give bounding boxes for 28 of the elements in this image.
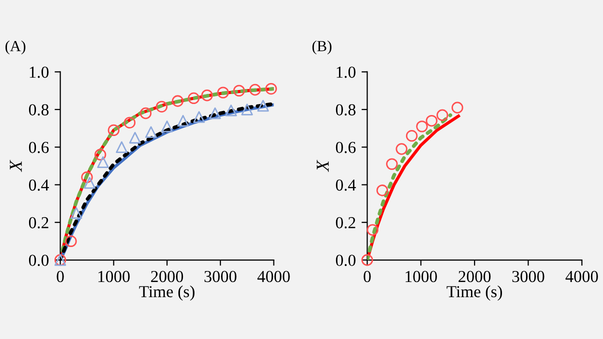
x-tick-label: 3000 [204, 270, 236, 282]
y-axis-title: X [10, 160, 22, 172]
y-tick-label: 0.2 [28, 217, 48, 228]
chart-title: (B) [312, 40, 332, 54]
y-tick-label: 0.6 [336, 142, 356, 154]
x-tick-label: 3000 [512, 270, 544, 282]
y-tick-label: 0.6 [28, 142, 49, 154]
y-tick-label: 0.2 [336, 217, 356, 228]
y-tick-label: 0.4 [336, 179, 356, 191]
x-tick-label: 1000 [98, 270, 130, 282]
y-tick-label: 1.0 [30, 66, 49, 78]
y-tick-label: 0.8 [28, 104, 49, 116]
y-tick-label: 1.0 [336, 66, 356, 78]
y-tick-label: 0.0 [336, 254, 356, 266]
x-axis-title: Time (s) [446, 286, 502, 301]
x-tick-label: 2000 [458, 270, 491, 282]
y-axis-title: X [316, 160, 329, 172]
x-axis-title: Time (s) [139, 286, 194, 301]
x-tick-label: 2000 [151, 270, 184, 282]
chart-title: (A) [5, 40, 26, 54]
x-tick-label: 1000 [406, 270, 437, 282]
x-tick-label: 0 [56, 270, 64, 282]
y-tick-label: 0.4 [28, 179, 49, 191]
y-tick-label: 0.8 [336, 104, 356, 116]
x-tick-label: 4000 [257, 270, 290, 282]
x-tick-label: 0 [364, 270, 371, 282]
x-tick-label: 4000 [566, 270, 598, 282]
y-tick-label: 0.0 [28, 254, 49, 266]
